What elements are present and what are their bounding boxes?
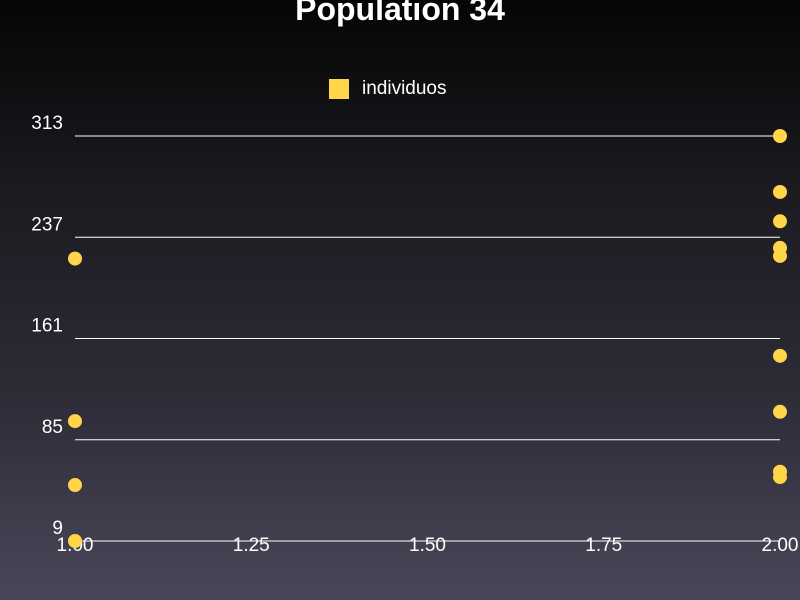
x-tick-label: 2.00 [762,535,799,556]
data-point [68,251,82,266]
legend-swatch [329,79,349,99]
x-tick-label: 1.25 [233,535,270,556]
x-tick-label: 1.75 [585,535,622,556]
data-points [68,129,787,548]
data-point [773,214,787,229]
data-point [773,129,787,143]
y-tick-label: 313 [31,113,63,134]
y-axis-ticks: 9 85 161 237 313 [31,113,63,539]
y-tick-label: 161 [31,316,63,337]
grid-lines [75,135,780,542]
data-point [773,470,787,485]
data-point [68,414,82,429]
data-point [773,348,787,363]
y-tick-label: 237 [31,214,63,235]
y-tick-label: 9 [52,518,63,539]
data-point [68,534,82,548]
legend-label: individuos [362,78,447,99]
y-tick-label: 85 [42,417,63,438]
legend: individuos [329,78,447,99]
data-point [773,184,787,199]
data-point [68,478,82,493]
x-tick-label: 1.50 [409,535,446,556]
data-point [773,404,787,419]
chart-title: Population 34 [295,0,505,27]
data-point [773,248,787,263]
x-axis-ticks: 1.001.251.501.752.00 [57,535,799,556]
